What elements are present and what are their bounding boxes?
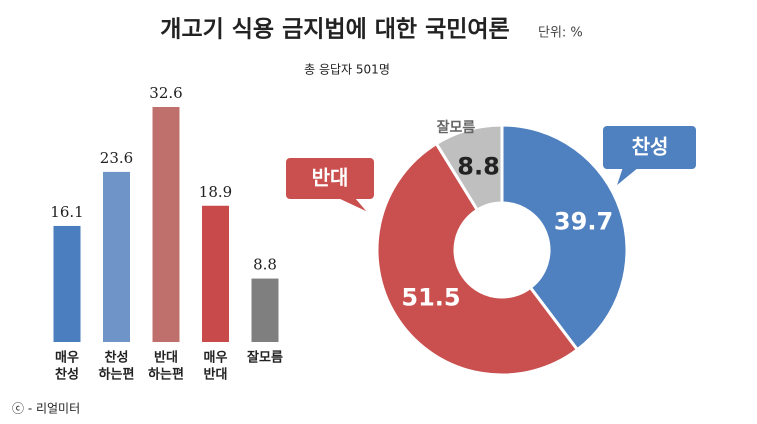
value-label: 16.1: [50, 203, 83, 221]
callout-label: 찬성: [632, 135, 669, 159]
donut-slice: [375, 141, 580, 377]
x-tick-label: 잘모름: [247, 351, 283, 366]
chart-title: 개고기 식용 금지법에 대한 국민여론: [160, 17, 509, 43]
donut-slice: [434, 123, 504, 213]
source: ⓒ - 리얼미터: [12, 402, 80, 416]
value-label: 8.8: [457, 152, 500, 180]
callout-box: [601, 124, 698, 191]
bar: [152, 107, 180, 342]
subtitle: 총 응답자 501명: [304, 63, 390, 77]
x-tick-label: 반대: [154, 350, 178, 366]
x-tick-label: 하는편: [99, 367, 135, 383]
bar: [103, 171, 130, 342]
x-tick-label: 찬성: [105, 350, 129, 366]
bar: [251, 278, 279, 342]
value-label: 8.8: [253, 256, 277, 274]
callout-label: 반대: [312, 166, 349, 190]
value-label: 51.5: [401, 284, 460, 312]
value-label: 32.6: [149, 84, 182, 102]
bar: [53, 225, 81, 342]
x-tick-label: 매우: [55, 351, 79, 366]
value-label: 23.6: [100, 149, 133, 167]
x-tick-label: 찬성: [55, 367, 79, 383]
donut-slice: [500, 123, 629, 352]
x-tick-label: 하는편: [148, 367, 184, 383]
slice-label: 잘모름: [437, 120, 476, 136]
unit-label: 단위: %: [538, 26, 583, 41]
x-tick-label: 반대: [204, 367, 228, 383]
bar: [202, 205, 229, 342]
value-label: 18.9: [199, 183, 232, 201]
x-tick-label: 매우: [204, 351, 228, 366]
callout-box: [284, 156, 376, 215]
value-label: 39.7: [554, 208, 613, 236]
